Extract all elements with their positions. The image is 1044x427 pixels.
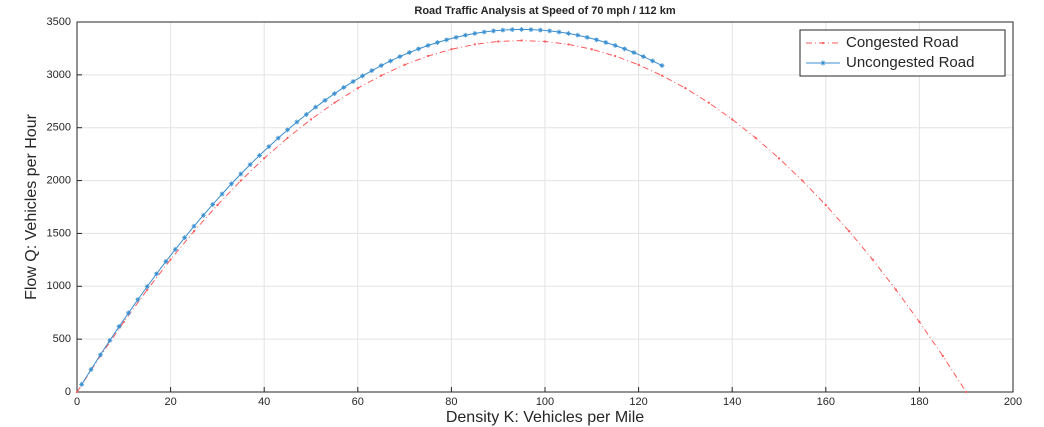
series-line: [79, 26, 665, 387]
x-tick-label: 180: [910, 396, 928, 408]
x-tick-label: 140: [723, 396, 741, 408]
y-tick-label: 1500: [47, 227, 71, 239]
legend-box: [799, 29, 1006, 77]
y-tick-label: 2000: [47, 174, 71, 186]
x-tick-label: 80: [445, 396, 457, 408]
x-axis-label: Density K: Vehicles per Mile: [446, 409, 644, 426]
y-tick-label: 0: [65, 386, 71, 398]
x-tick-label: 0: [74, 396, 80, 408]
x-tick-label: 160: [817, 396, 835, 408]
y-tick-label: 3000: [47, 69, 71, 81]
chart-title: Road Traffic Analysis at Speed of 70 mph…: [414, 5, 675, 17]
y-tick-label: 3500: [47, 16, 71, 28]
x-tick-label: 20: [164, 396, 176, 408]
legend-label: Uncongested Road: [846, 54, 974, 71]
y-axis-label: Flow Q: Vehicles per Hour: [23, 113, 40, 300]
legend-label: Congested Road: [846, 34, 959, 51]
y-tick-label: 2500: [47, 122, 71, 134]
y-tick-label: 500: [53, 333, 71, 345]
x-tick-label: 60: [352, 396, 364, 408]
x-tick-label: 200: [1004, 396, 1022, 408]
x-tick-label: 120: [629, 396, 647, 408]
y-tick-label: 1000: [47, 280, 71, 292]
x-tick-label: 100: [536, 396, 554, 408]
x-tick-label: 40: [258, 396, 270, 408]
